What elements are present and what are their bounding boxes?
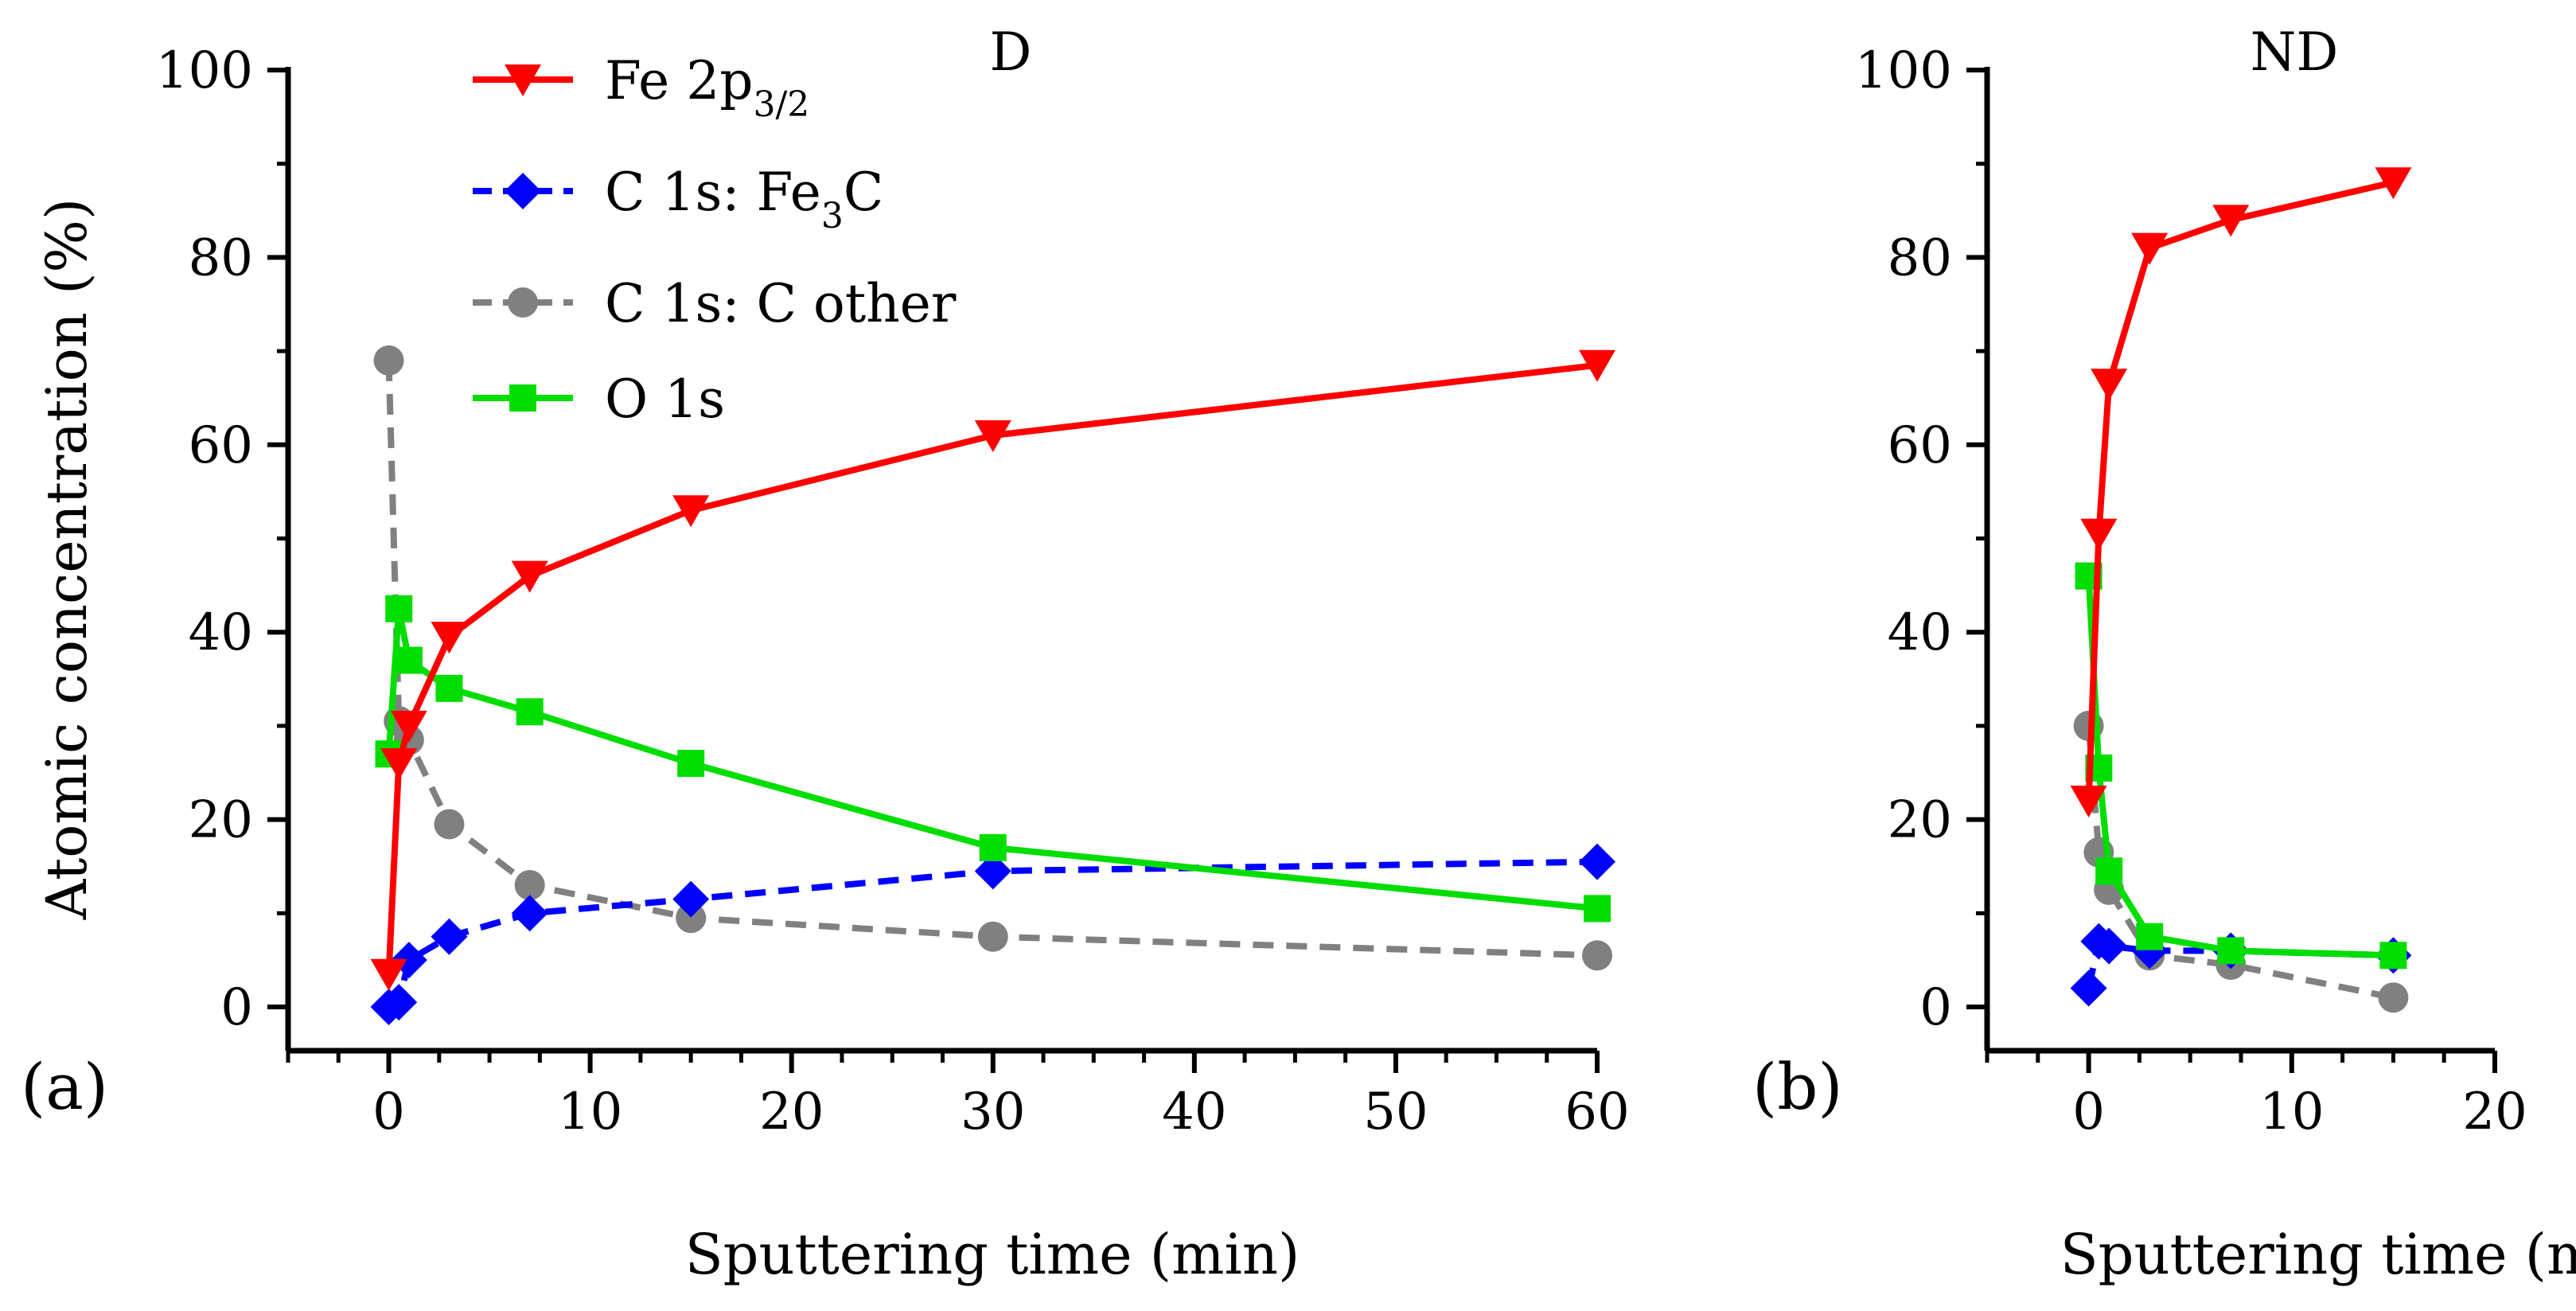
panel-a-point-fe-2p3-2	[431, 622, 468, 654]
panel-a-ticks: 0 20 40 60 80 100 0 10 20 30 40 50 60	[156, 41, 1630, 1141]
panel-b-point-fe-2p3-2	[2091, 369, 2128, 401]
panel-a-y-tick-label: 40	[189, 603, 253, 662]
panel-b-y-tick-label: 100	[1855, 41, 1952, 100]
panel-a-point-c-1s-c-other	[514, 869, 545, 900]
legend-label-fe-2p3-2: Fe 2p3/2	[605, 50, 809, 125]
legend-marker-c-1s-c-other	[508, 287, 538, 318]
panel-a-point-c-1s-fe3c	[974, 853, 1011, 890]
panel-a-point-c-1s-c-other	[434, 809, 465, 840]
panel-a-point-c-1s-fe3c	[380, 984, 418, 1021]
panel-b-point-fe-2p3-2	[2375, 167, 2412, 200]
legend-marker-c-1s-fe3c	[505, 173, 541, 209]
panel-a-x-tick-label: 50	[1363, 1083, 1428, 1141]
panel-a-x-tick-label: 10	[558, 1083, 622, 1141]
panel-b-point-o-1s	[2095, 857, 2123, 885]
panel-a-point-o-1s	[677, 749, 705, 777]
panel-b-point-c-1s-fe3c	[2070, 970, 2107, 1007]
panel-b-point-fe-2p3-2	[2080, 518, 2118, 551]
panel-a-point-c-1s-c-other	[676, 903, 707, 934]
panel-a-point-fe-2p3-2	[380, 747, 418, 780]
panel-a-x-tick-label: 20	[759, 1083, 824, 1141]
panel-a-point-o-1s	[435, 674, 463, 702]
panel-b-point-fe-2p3-2	[2131, 232, 2169, 265]
panel-b-title: ND	[2251, 21, 2339, 83]
panel-b-y-tick-label: 80	[1888, 228, 1952, 287]
panel-b-point-fe-2p3-2	[2070, 786, 2107, 818]
legend-label-c-1s-c-other: C 1s: C other	[605, 273, 957, 334]
panel-b-ticks: 0 20 40 60 80 100 0 10 20	[1855, 41, 2527, 1141]
panel-b-letter: (b)	[1752, 1050, 1843, 1124]
panel-a-point-fe-2p3-2	[974, 420, 1011, 453]
panel-a-point-c-1s-fe3c	[431, 918, 468, 955]
panel-b-point-fe-2p3-2	[2212, 205, 2250, 237]
panel-a-x-axis-title: Sputtering time (min)	[685, 1222, 1300, 1287]
panel-a-point-fe-2p3-2	[390, 710, 427, 743]
panel-a-point-fe-2p3-2	[370, 958, 407, 991]
panel-a-y-tick-label: 60	[189, 416, 253, 475]
panel-a-point-c-1s-c-other	[1582, 940, 1612, 971]
panel-b-x-tick-label: 0	[2072, 1083, 2105, 1141]
panel-a-x-tick-label: 30	[961, 1083, 1025, 1141]
panel-a-letter: (a)	[21, 1050, 108, 1124]
panel-a-x-tick-label: 40	[1162, 1083, 1226, 1141]
panel-a-y-axis-title: Atomic concentration (%)	[34, 198, 99, 920]
panel-a-point-fe-2p3-2	[511, 560, 548, 593]
panel-a-point-o-1s	[516, 698, 544, 726]
panel-b-line-fe-2p3-2	[2085, 179, 2395, 802]
panel-a-point-o-1s	[1584, 895, 1611, 923]
legend-marker-o-1s	[509, 384, 536, 412]
panel-b-x-axis-title: Sputtering time (min)	[2060, 1222, 2576, 1287]
panel-b-point-c-1s-fe3c	[2091, 927, 2128, 965]
legend-marker-fe-2p3-2	[505, 64, 541, 96]
panel-a-point-c-1s-fe3c	[511, 895, 548, 932]
panel-b-x-tick-label: 20	[2462, 1083, 2527, 1141]
panel-a-title: D	[990, 21, 1032, 83]
panel-a-y-tick-label: 0	[220, 978, 253, 1037]
panel-a-point-c-1s-c-other	[373, 345, 404, 376]
panel-b-point-c-1s-c-other	[2378, 982, 2409, 1013]
panel-b-point-o-1s	[2136, 923, 2164, 950]
panel-a-point-fe-2p3-2	[1579, 349, 1615, 382]
panel-a-series	[370, 345, 1615, 1025]
panel-b-line-o-1s	[2085, 576, 2394, 959]
panel-a-point-o-1s	[385, 595, 413, 622]
panel-b-series	[2070, 167, 2412, 1013]
panel-a-point-o-1s	[395, 646, 423, 674]
panel-b-point-o-1s	[2217, 937, 2245, 965]
panel-a-point-fe-2p3-2	[672, 495, 710, 528]
panel-b-y-tick-label: 20	[1888, 791, 1952, 850]
panel-a-x-tick-label: 60	[1565, 1083, 1629, 1141]
panel-b-y-tick-label: 60	[1888, 416, 1952, 475]
panel-b: 0 20 40 60 80 100 0 10 20 ND Sputtering time (mi…	[1752, 21, 2576, 1287]
legend-label-c-1s-fe3c: C 1s: Fe3C	[605, 162, 883, 236]
panel-b-line-c-1s-c-other	[2085, 725, 2395, 1001]
panel-b-y-tick-label: 40	[1888, 603, 1952, 662]
panel-a-y-tick-label: 100	[156, 41, 253, 100]
panel-a: 0 20 40 60 80 100 0 10 20 30 40 50 60 D Sputtering t…	[21, 21, 1630, 1287]
panel-a-point-o-1s	[979, 833, 1007, 861]
legend: Fe 2p3/2 C 1s: Fe3C C 1s: C other O 1s	[473, 50, 957, 430]
panel-a-y-tick-label: 80	[189, 228, 253, 287]
panel-a-point-c-1s-c-other	[977, 921, 1008, 952]
panel-a-point-c-1s-fe3c	[672, 880, 710, 918]
legend-label-o-1s: O 1s	[605, 369, 725, 430]
panel-b-y-tick-label: 0	[1919, 978, 1952, 1037]
panel-b-x-tick-label: 10	[2259, 1083, 2324, 1141]
panel-a-y-tick-label: 20	[189, 791, 253, 850]
panel-a-point-c-1s-fe3c	[1579, 843, 1615, 880]
panel-a-x-tick-label: 0	[372, 1083, 405, 1141]
panel-b-point-o-1s	[2379, 942, 2407, 970]
